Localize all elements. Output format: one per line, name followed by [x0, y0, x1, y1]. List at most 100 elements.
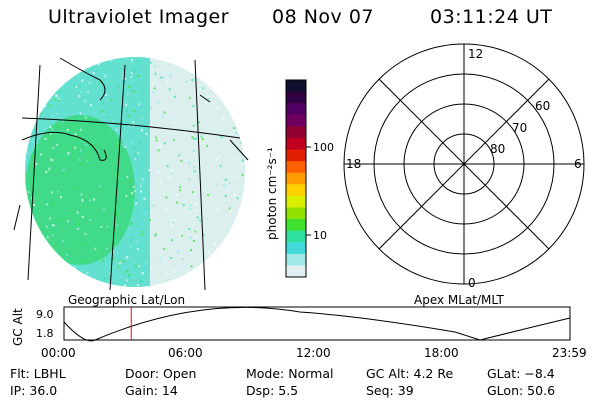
disk-speckle-dot [49, 126, 52, 129]
colorbar-strip [286, 161, 306, 174]
disk-speckle-dot [35, 210, 38, 213]
disk-speckle-dot [63, 212, 66, 215]
lat-line-upper [21, 117, 241, 139]
disk-speckle-dot [182, 258, 185, 261]
disk-speckle-dot [137, 284, 140, 287]
disk-speckle-dot [178, 236, 181, 239]
disk-speckle-dot [143, 197, 146, 200]
disk-speckle-dot [220, 136, 223, 139]
colorbar-strip [286, 172, 306, 185]
disk-speckle-dot [52, 146, 55, 149]
disk-speckle-dot [101, 176, 104, 179]
disk-speckle-dot [134, 158, 137, 161]
disk-speckle-dot [137, 265, 140, 268]
disk-speckle-dot [106, 225, 109, 228]
colorbar-strip [286, 184, 306, 197]
disk-speckle-dot [84, 159, 87, 162]
disk-speckle-dot [51, 235, 54, 238]
disk-speckle-dot [173, 70, 176, 73]
disk-speckle-dot [144, 212, 147, 215]
disk-speckle-dot [230, 209, 233, 212]
disk-speckle-dot [184, 130, 187, 133]
glat-readout: GLat: −8.4 [487, 366, 555, 381]
disk-speckle-dot [176, 201, 179, 204]
disk-speckle-dot [215, 158, 218, 161]
disk-speckle-dot [128, 158, 131, 161]
disk-speckle-dot [99, 81, 102, 84]
disk-speckle-dot [180, 159, 183, 162]
alt-tick-1.8: 1.8 [36, 327, 54, 340]
disk-speckle-dot [168, 88, 171, 91]
disk-speckle-dot [202, 87, 205, 90]
disk-speckle-dot [154, 136, 157, 139]
disk-speckle-dot [107, 116, 110, 119]
disk-speckle-dot [82, 78, 85, 81]
disk-speckle-dot [132, 185, 135, 188]
disk-speckle-dot [191, 191, 194, 194]
disk-speckle-dot [51, 115, 54, 118]
disk-speckle-dot [80, 193, 83, 196]
disk-speckle-dot [82, 259, 85, 262]
disk-speckle-dot [187, 170, 190, 173]
disk-speckle-dot [44, 138, 47, 141]
disk-speckle-dot [57, 190, 60, 193]
disk-speckle-dot [172, 139, 175, 142]
disk-speckle-dot [25, 153, 28, 156]
mlt-label-6: 6 [574, 157, 582, 171]
disk-speckle-dot [132, 121, 135, 124]
disk-speckle-dot [128, 275, 131, 278]
disk-speckle-dot [202, 233, 205, 236]
disk-speckle-dot [58, 219, 61, 222]
disk-speckle-dot [170, 257, 173, 260]
disk-speckle-dot [133, 109, 136, 112]
disk-speckle-dot [123, 284, 126, 287]
disk-speckle-dot [196, 216, 199, 219]
colorbar-unit-label: photon cm⁻²s⁻¹ [265, 147, 279, 240]
disk-speckle-dot [48, 104, 51, 107]
disk-speckle-dot [241, 159, 244, 162]
disk-speckle-dot [176, 193, 179, 196]
colorbar-strip [286, 265, 306, 278]
disk-speckle-dot [216, 207, 219, 210]
disk-speckle-dot [113, 246, 116, 249]
disk-speckle-dot [188, 227, 191, 230]
disk-speckle-dot [148, 169, 151, 172]
disk-speckle-dot [56, 143, 59, 146]
disk-speckle-dot [43, 105, 46, 108]
colorbar-strip [286, 126, 306, 139]
disk-speckle-dot [197, 103, 200, 106]
coast-fragment [13, 204, 21, 231]
disk-speckle-dot [25, 169, 28, 172]
disk-speckle-dot [51, 159, 54, 162]
disk-speckle-dot [121, 74, 124, 77]
disk-speckle-dot [142, 178, 145, 181]
disk-speckle-dot [67, 151, 70, 154]
disk-speckle-dot [116, 262, 119, 265]
disk-speckle-dot [142, 90, 145, 93]
disk-speckle-dot [58, 210, 61, 213]
disk-speckle-dot [46, 203, 49, 206]
disk-speckle-dot [102, 102, 105, 105]
lat-label-80: 80 [490, 142, 505, 156]
disk-speckle-dot [219, 165, 222, 168]
lat-label-60: 60 [535, 99, 550, 113]
disk-speckle-dot [180, 234, 183, 237]
disk-speckle-dot [182, 204, 185, 207]
disk-speckle-dot [127, 114, 130, 117]
disk-speckle-dot [133, 68, 136, 71]
disk-speckle-dot [134, 265, 137, 268]
disk-speckle-dot [166, 81, 169, 84]
disk-speckle-dot [57, 99, 60, 102]
disk-speckle-dot [35, 163, 38, 166]
disk-speckle-dot [74, 133, 77, 136]
disk-speckle-dot [56, 112, 59, 115]
colorbar-strip [286, 137, 306, 151]
lat-label-70: 70 [512, 121, 527, 135]
gc-alt-readout: GC Alt: 4.2 Re [366, 366, 454, 381]
disk-speckle-dot [200, 87, 203, 90]
disk-speckle-dot [170, 225, 173, 228]
disk-speckle-dot [84, 233, 87, 236]
disk-speckle-dot [98, 184, 101, 187]
disk-speckle-dot [137, 152, 140, 155]
coastline-east-2 [199, 94, 211, 103]
